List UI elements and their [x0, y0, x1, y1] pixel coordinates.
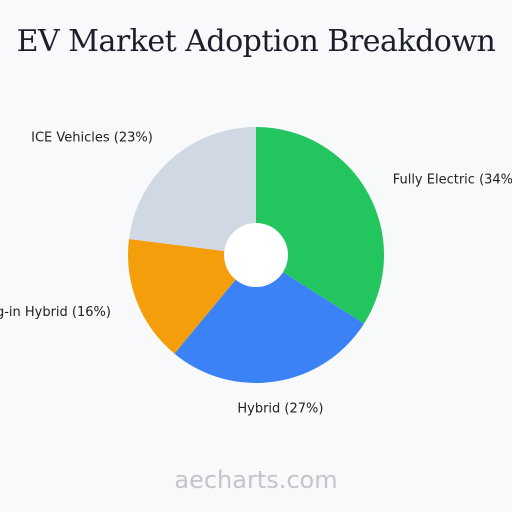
pie-slice-2[interactable] — [128, 238, 256, 354]
pie-slice-1[interactable] — [174, 255, 365, 384]
slices-group — [128, 127, 384, 384]
watermark: aecharts.com — [174, 466, 338, 494]
donut-hole — [224, 223, 288, 287]
labels-group: Fully Electric (34%) Hybrid (27%) Plug-in … — [0, 130, 512, 416]
slice-label-1: Hybrid (27%) — [237, 402, 323, 417]
chart-title: EV Market Adoption Breakdown — [16, 24, 496, 59]
slice-label-0: Fully Electric (34%) — [393, 172, 512, 187]
pie-slice-0[interactable] — [256, 127, 384, 324]
slice-label-2: Plug-in Hybrid (16%) — [0, 305, 111, 320]
pie-slice-3[interactable] — [129, 127, 256, 255]
slice-label-3: ICE Vehicles (23%) — [31, 130, 153, 145]
